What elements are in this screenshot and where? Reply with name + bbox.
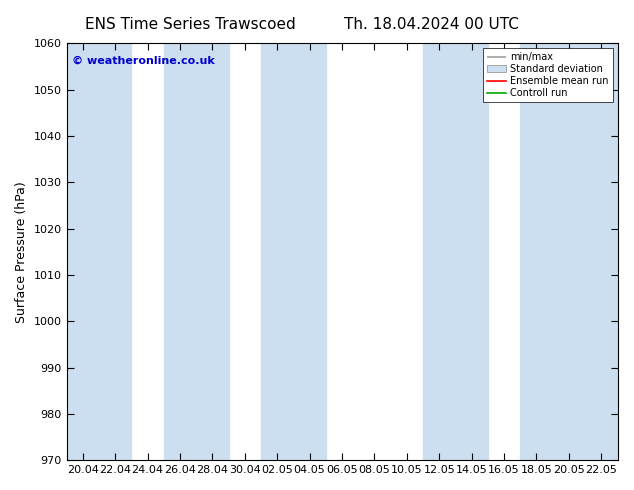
Bar <box>67 44 131 460</box>
Bar <box>423 44 488 460</box>
Y-axis label: Surface Pressure (hPa): Surface Pressure (hPa) <box>15 181 28 323</box>
Bar <box>261 44 326 460</box>
Bar <box>164 44 229 460</box>
Bar <box>521 44 618 460</box>
Text: © weatheronline.co.uk: © weatheronline.co.uk <box>72 56 215 66</box>
Title: ENS Time Series Trawscoed      Th. 18.04.2024 00 UTC: ENS Time Series Trawscoed Th. 18.04.2024… <box>0 489 1 490</box>
Legend: min/max, Standard deviation, Ensemble mean run, Controll run: min/max, Standard deviation, Ensemble me… <box>483 49 612 102</box>
Text: Th. 18.04.2024 00 UTC: Th. 18.04.2024 00 UTC <box>344 17 519 32</box>
Text: ENS Time Series Trawscoed: ENS Time Series Trawscoed <box>85 17 295 32</box>
